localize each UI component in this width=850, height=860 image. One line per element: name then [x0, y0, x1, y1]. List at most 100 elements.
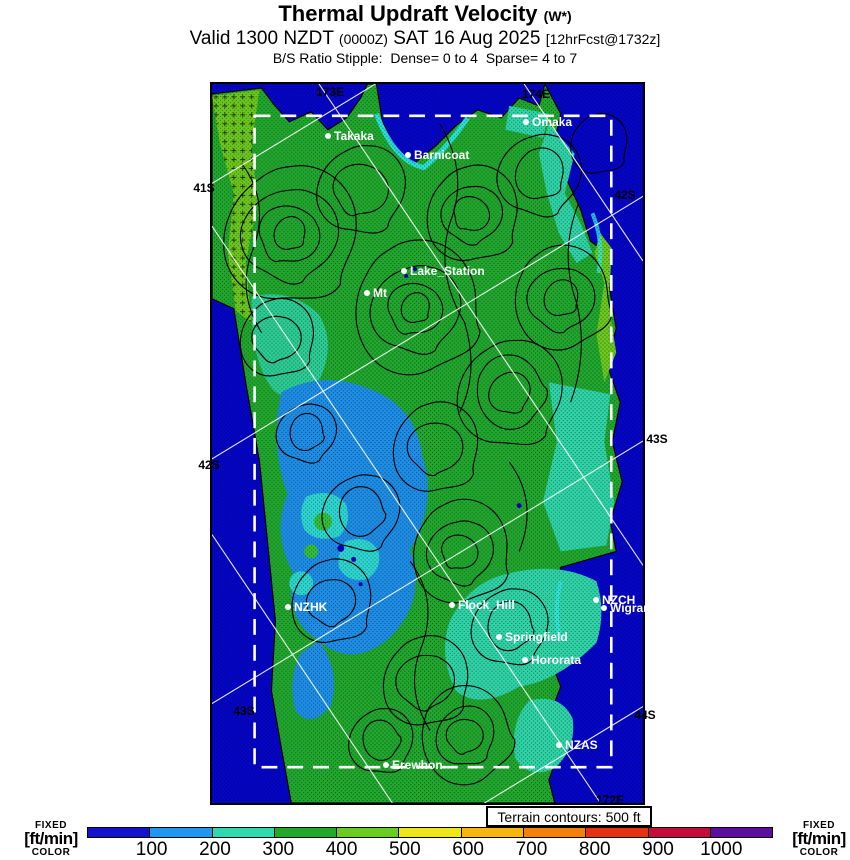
site-label: Barnicoat: [414, 148, 470, 162]
site-marker: Omaka: [523, 115, 572, 129]
colorbar-segment: [460, 827, 525, 838]
valid-date: SAT 16 Aug 2025: [393, 28, 541, 49]
graticule-label: 174E: [522, 87, 550, 101]
site-dot-icon: [383, 762, 389, 768]
colorbar-tick: 800: [563, 839, 626, 860]
colorbar-ticks: 100 200 300 400 500 600 700 800 900 1000: [120, 839, 753, 860]
site-label: Wigram: [610, 601, 654, 615]
title-text: Thermal Updraft Velocity: [278, 1, 538, 26]
colorbar-segment: [398, 827, 462, 838]
colorbar-tick: 500: [373, 839, 436, 860]
forecast-ref: [12hrFcst@1732z]: [545, 31, 661, 47]
site-marker: Hororata: [522, 653, 581, 667]
colorbar-segment: [211, 827, 275, 838]
bs-ratio-stipple: [212, 84, 643, 803]
page-title: Thermal Updraft Velocity (W*): [0, 2, 850, 28]
colorbar-tick: 400: [310, 839, 373, 860]
color-label: COLOR: [799, 847, 839, 858]
color-label: COLOR: [31, 847, 71, 858]
graticule-label: 42S: [614, 188, 635, 202]
valid-time-line: Valid 1300 NZDT (0000Z) SAT 16 Aug 2025 …: [0, 28, 850, 50]
site-dot-icon: [556, 742, 562, 748]
graticule-label-text: 43S: [646, 432, 668, 446]
colorbar-units-right: FIXED [ft/min] COLOR: [780, 820, 850, 858]
site-marker: Mt: [364, 286, 387, 300]
colorbar-tick: 600: [436, 839, 499, 860]
site-label: Omaka: [532, 115, 573, 129]
stipple-note: B/S Ratio Stipple: Dense= 0 to 4 Sparse=…: [272, 50, 578, 66]
colorbar-tick: 900: [626, 839, 689, 860]
site-dot-icon: [401, 268, 407, 274]
site-marker: NZHK: [285, 600, 327, 614]
terrain-contour-note: Terrain contours: 500 ft: [486, 806, 652, 827]
site-label: NZHK: [294, 600, 328, 614]
site-dot-icon: [601, 605, 607, 611]
colorbar-tick-label: 600: [452, 839, 484, 860]
site-dot-icon: [449, 602, 455, 608]
colorbar-tick: 100: [120, 839, 183, 860]
colorbar-segment: [709, 827, 774, 838]
site-dot-icon: [364, 290, 370, 296]
site-dot-icon: [522, 657, 528, 663]
colorbar-segment: [523, 827, 587, 838]
graticule-label: 172E: [596, 793, 624, 807]
forecast-map: [210, 82, 645, 805]
colorbar-tick-label: 100: [135, 839, 168, 860]
graticule-label-text: 41S: [193, 181, 215, 195]
site-marker: Flock_Hill: [449, 598, 515, 612]
site-marker: Wigram: [601, 601, 654, 615]
graticule-label-text: 44S: [634, 708, 656, 722]
site-dot-icon: [523, 119, 529, 125]
colorbar-segment: [585, 827, 649, 838]
site-label: Springfield: [505, 630, 568, 644]
colorbar-tick-label: 1000: [700, 839, 743, 860]
colorbar-tick: 200: [183, 839, 246, 860]
site-label: NZAS: [565, 738, 598, 752]
colorbar-tick: 300: [247, 839, 310, 860]
valid-zulu: (0000Z): [338, 31, 388, 47]
colorbar-tick: 1000: [690, 839, 753, 860]
site-marker: Erewhon: [383, 758, 443, 772]
site-label: Hororata: [531, 653, 582, 667]
site-dot-icon: [405, 152, 411, 158]
site-marker: Lake_Station: [401, 264, 485, 278]
site-marker: Springfield: [496, 630, 568, 644]
graticule-label-text: 42S: [614, 188, 636, 202]
colorbar-segment: [149, 827, 213, 838]
site-marker: Barnicoat: [405, 148, 469, 162]
header: Thermal Updraft Velocity (W*) Valid 1300…: [0, 2, 850, 67]
lat-lon-grid: [212, 84, 643, 803]
colorbar-units-left: FIXED [ft/min] COLOR: [12, 820, 90, 858]
units-label: [ft/min]: [24, 829, 78, 848]
colorbar-tick: 700: [500, 839, 563, 860]
site-dot-icon: [285, 604, 291, 610]
colorbar-segment: [336, 827, 400, 838]
site-marker: NZAS: [556, 738, 598, 752]
site-dot-icon: [593, 597, 599, 603]
graticule-label: 42S: [198, 458, 219, 472]
colorbar-segment: [87, 827, 151, 838]
title-units: (W*): [543, 8, 572, 24]
colorbar-tick-label: 700: [515, 839, 548, 860]
units-label: [ft/min]: [792, 829, 846, 848]
site-label: Flock_Hill: [458, 598, 515, 612]
map-graphic: [212, 84, 643, 803]
site-label: Takaka: [334, 129, 374, 143]
colorbar-segment: [647, 827, 711, 838]
graticule-label: 173E: [316, 85, 344, 99]
site-dot-icon: [496, 634, 502, 640]
colorbar-tick-label: 400: [325, 839, 358, 860]
site-label: Mt: [373, 286, 387, 300]
graticule-label: 41S: [193, 181, 214, 195]
fixed-label: FIXED: [35, 820, 67, 831]
fixed-label: FIXED: [803, 820, 835, 831]
graticule-label: 43S: [646, 432, 667, 446]
site-label: Erewhon: [392, 758, 443, 772]
graticule-label-text: 43S: [233, 704, 255, 718]
colorbar-tick-label: 300: [262, 839, 295, 860]
graticule-label-text: 172E: [595, 793, 625, 807]
graticule-label-text: 42S: [198, 458, 220, 472]
colorbar: [87, 827, 774, 838]
valid-prefix: Valid 1300 NZDT: [189, 28, 334, 49]
